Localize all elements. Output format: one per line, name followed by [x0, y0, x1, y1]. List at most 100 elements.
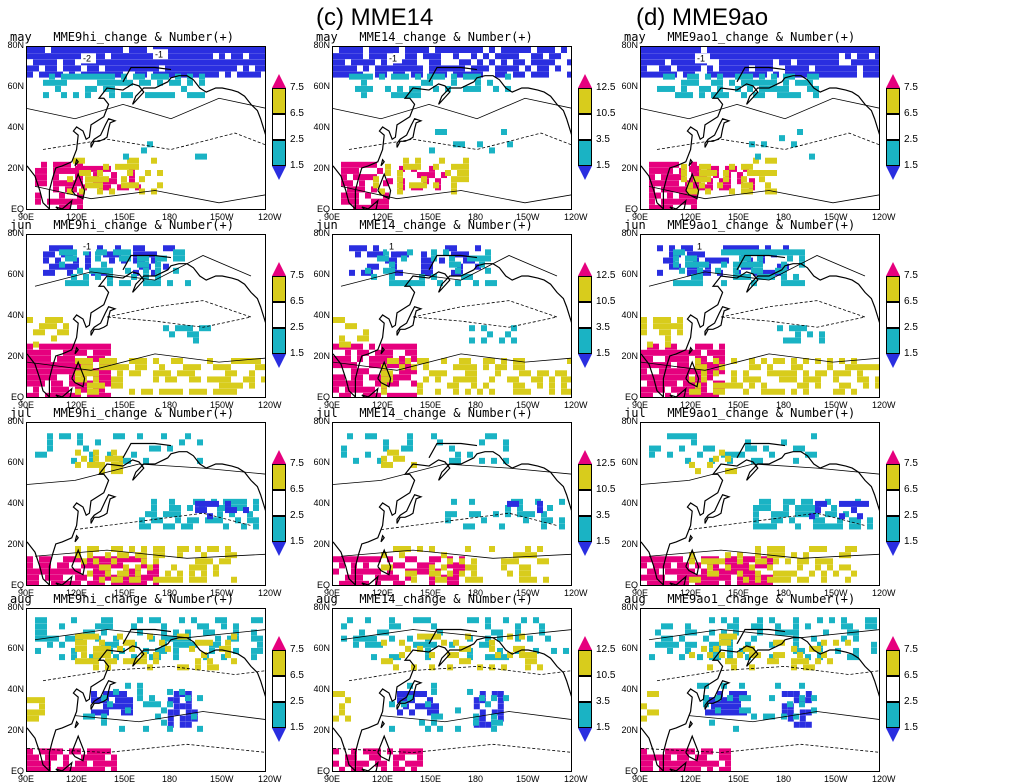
shaded-cell-yellow: [99, 382, 105, 389]
shaded-cell-blue: [765, 245, 771, 252]
shaded-cell-magenta: [671, 580, 677, 585]
colorbar-bottom-triangle: [272, 728, 286, 742]
shaded-cell-yellow: [87, 370, 93, 377]
shaded-cell-blue: [519, 71, 525, 78]
shaded-cell-yellow: [501, 564, 507, 571]
shaded-cell-yellow: [701, 645, 707, 652]
shaded-cell-cyan: [459, 141, 465, 148]
shaded-cell-cyan: [795, 79, 801, 86]
shaded-cell-blue: [821, 47, 827, 53]
shaded-cell-yellow: [653, 323, 659, 330]
shaded-cell-yellow: [845, 546, 851, 552]
shaded-cell-yellow: [111, 468, 117, 475]
shaded-cell-magenta: [659, 380, 665, 387]
shaded-cell-cyan: [101, 695, 107, 702]
shaded-cell-yellow: [373, 176, 379, 183]
shaded-cell-yellow: [399, 652, 405, 659]
shaded-cell-magenta: [45, 349, 51, 356]
y-tick-label: 20N: [621, 725, 638, 735]
shaded-cell-yellow: [833, 388, 839, 395]
map-area: -1: [26, 234, 266, 398]
coastline: [122, 628, 172, 645]
shaded-cell-magenta: [677, 556, 683, 563]
shaded-cell-yellow: [695, 388, 701, 395]
y-tick-label: 60N: [313, 457, 330, 467]
shaded-cell-blue: [225, 71, 231, 78]
shaded-cell-yellow: [451, 163, 457, 170]
shaded-cell-blue: [827, 47, 833, 53]
shaded-cell-magenta: [51, 574, 57, 581]
shaded-cell-yellow: [159, 546, 165, 552]
shaded-cell-yellow: [737, 552, 743, 559]
shaded-cell-cyan: [745, 255, 751, 262]
shaded-cell-magenta: [81, 349, 87, 356]
shaded-cell-blue: [731, 59, 737, 66]
shaded-cell-magenta: [719, 355, 725, 362]
map-panel-jun-mme9ao1: jun MME9ao1_change & Number(+) 80N 60N 40N 2…: [616, 218, 934, 410]
shaded-cell-magenta: [51, 374, 57, 381]
shaded-cell-cyan: [799, 249, 805, 256]
x-tick-label: 90E: [324, 400, 341, 410]
shaded-cell-magenta: [141, 562, 147, 569]
x-tick-label: 120E: [66, 774, 88, 784]
shaded-cell-blue: [213, 500, 219, 507]
colorbar-segment-white: [272, 676, 286, 702]
shaded-cell-yellow: [705, 176, 711, 183]
shaded-cell-yellow: [93, 370, 99, 377]
shaded-cell-blue: [737, 59, 743, 66]
shaded-cell-cyan: [149, 280, 155, 287]
shaded-cell-yellow: [815, 558, 821, 565]
shaded-cell-cyan: [359, 629, 365, 636]
shaded-cell-magenta: [691, 192, 697, 199]
coastline: [333, 451, 571, 585]
shaded-cell-blue: [471, 47, 477, 53]
shaded-cell-yellow: [33, 697, 39, 704]
shaded-cell-yellow: [117, 546, 123, 552]
shaded-cell-yellow: [225, 376, 231, 383]
shaded-cell-cyan: [59, 623, 65, 630]
shaded-cell-cyan: [131, 654, 137, 661]
y-tick-label: EQ: [316, 392, 330, 402]
shaded-cell-magenta: [81, 574, 87, 581]
y-tick-label: EQ: [10, 580, 24, 590]
shaded-cell-yellow: [381, 564, 387, 571]
shaded-cell-cyan: [71, 255, 77, 262]
shaded-cell-magenta: [57, 386, 63, 393]
shaded-cell-blue: [153, 59, 159, 66]
coastline: [71, 734, 86, 762]
shaded-cell-yellow: [423, 358, 429, 364]
shaded-cell-yellow: [151, 188, 157, 195]
shaded-cell-yellow: [729, 188, 735, 195]
shaded-cell-magenta: [689, 165, 695, 172]
shaded-cell-cyan: [783, 511, 789, 518]
shaded-cell-yellow: [97, 188, 103, 195]
shaded-cell-yellow: [111, 558, 117, 565]
shaded-cell-yellow: [249, 376, 255, 383]
shaded-cell-cyan: [397, 92, 403, 99]
shaded-cell-yellow: [815, 376, 821, 383]
shaded-cell-yellow: [677, 329, 683, 336]
shaded-cell-yellow: [135, 570, 141, 577]
shaded-cell-magenta: [381, 355, 387, 362]
x-tick-label: 90E: [324, 212, 341, 222]
shaded-cell-cyan: [733, 267, 739, 274]
shaded-cell-yellow: [39, 703, 45, 710]
contour-line: [340, 186, 571, 204]
shaded-cell-cyan: [109, 79, 115, 86]
shaded-cell-blue: [473, 703, 480, 710]
shaded-cell-magenta: [761, 574, 767, 581]
shaded-cell-yellow: [779, 552, 785, 559]
shaded-cell-yellow: [755, 376, 761, 383]
x-tick-label: 180: [468, 588, 484, 598]
shaded-cell-yellow: [103, 176, 109, 183]
shaded-cell-cyan: [837, 517, 843, 524]
shaded-cell-yellow: [45, 323, 51, 330]
shaded-cell-yellow: [525, 658, 531, 665]
shaded-cell-yellow: [379, 188, 385, 195]
shaded-cell-cyan: [173, 255, 179, 262]
shaded-cell-cyan: [107, 280, 113, 287]
shaded-cell-cyan: [467, 617, 473, 624]
shaded-cell-yellow: [785, 570, 791, 577]
shaded-cell-blue: [465, 47, 471, 53]
shaded-cell-yellow: [141, 658, 147, 665]
